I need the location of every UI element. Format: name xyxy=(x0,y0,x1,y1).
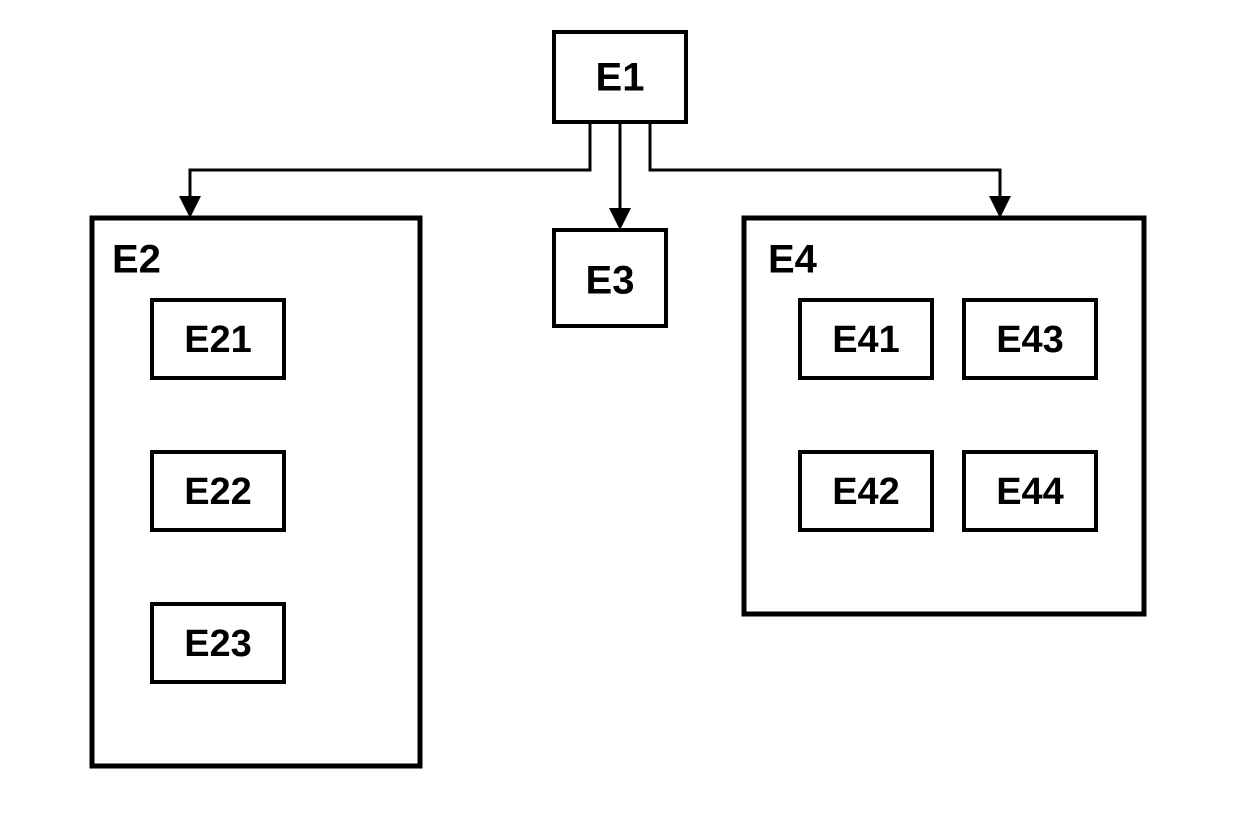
node-label-e23: E23 xyxy=(184,623,252,665)
node-e1: E1 xyxy=(554,32,686,122)
node-e41: E41 xyxy=(800,300,932,378)
node-label-e2: E2 xyxy=(112,238,161,282)
diagram-canvas: E2 E4 E1 E3 E21 E22 E23 E41 E42 E43 E44 xyxy=(0,0,1240,814)
node-label-e41: E41 xyxy=(832,319,900,361)
edge-e1-e2 xyxy=(190,122,590,207)
edge-e1-e4 xyxy=(650,122,1000,207)
node-e4: E4 xyxy=(744,218,1144,614)
node-label-e22: E22 xyxy=(184,471,252,513)
node-e42: E42 xyxy=(800,452,932,530)
node-label-e43: E43 xyxy=(996,319,1064,361)
nodes-layer: E2 E4 E1 E3 E21 E22 E23 E41 E42 E43 E44 xyxy=(92,32,1144,766)
node-label-e44: E44 xyxy=(996,471,1064,513)
node-e3: E3 xyxy=(554,230,666,326)
node-e23: E23 xyxy=(152,604,284,682)
node-label-e21: E21 xyxy=(184,319,252,361)
node-label-e1: E1 xyxy=(596,56,645,100)
node-label-e4: E4 xyxy=(768,238,818,282)
node-e44: E44 xyxy=(964,452,1096,530)
node-e43: E43 xyxy=(964,300,1096,378)
node-label-e42: E42 xyxy=(832,471,900,513)
node-e22: E22 xyxy=(152,452,284,530)
node-e21: E21 xyxy=(152,300,284,378)
node-label-e3: E3 xyxy=(586,259,635,303)
